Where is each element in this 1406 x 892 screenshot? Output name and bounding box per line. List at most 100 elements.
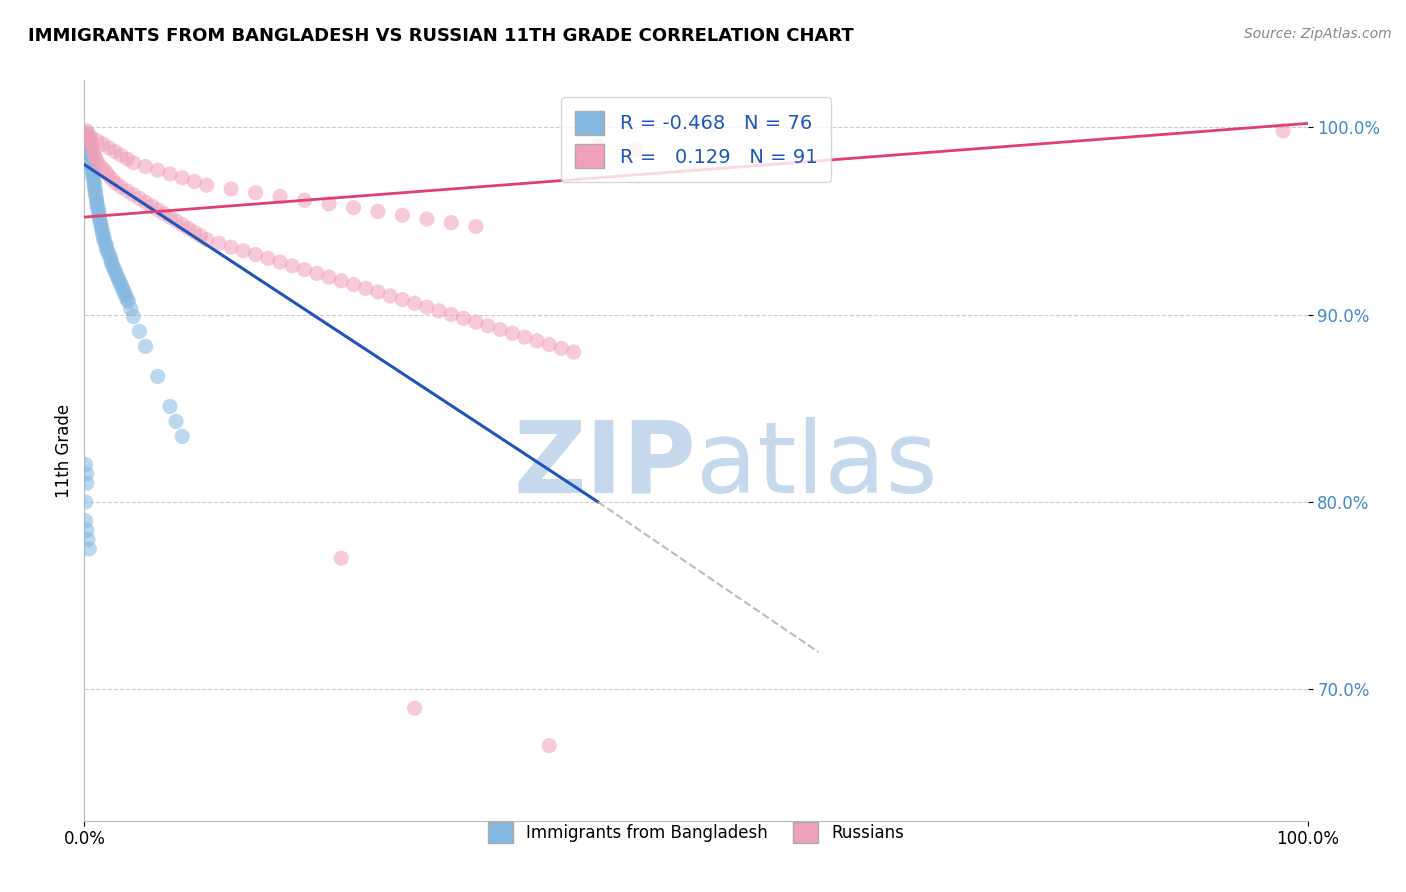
Point [354, 281, 377, 295]
Point [120, 301, 142, 316]
Point [159, 167, 181, 181]
Point [84, 182, 107, 196]
Text: IMMIGRANTS FROM BANGLADESH VS RUSSIAN 11TH GRADE CORRELATION CHART: IMMIGRANTS FROM BANGLADESH VS RUSSIAN 11… [28, 27, 853, 45]
Point [464, 315, 486, 329]
Point [93, 231, 115, 245]
Point [122, 310, 145, 324]
Point [489, 322, 512, 336]
Point [82, 170, 104, 185]
Point [103, 260, 125, 275]
Point [96, 165, 118, 179]
Point [305, 266, 328, 280]
Point [183, 174, 205, 188]
Point [75, 458, 97, 472]
Point [89, 214, 111, 228]
Y-axis label: 11th Grade: 11th Grade [55, 403, 73, 498]
Point [219, 240, 242, 254]
Point [135, 160, 157, 174]
Point [86, 191, 108, 205]
Point [404, 296, 426, 310]
Point [380, 289, 402, 303]
Point [84, 150, 107, 164]
Point [101, 172, 124, 186]
Point [86, 133, 108, 147]
Point [76, 523, 98, 537]
Point [330, 274, 353, 288]
Point [76, 467, 98, 481]
Point [83, 146, 105, 161]
Point [172, 218, 194, 232]
Point [77, 541, 100, 556]
Point [97, 169, 120, 183]
Point [96, 242, 118, 256]
Point [91, 227, 114, 241]
Point [453, 311, 475, 326]
Point [146, 163, 169, 178]
Point [82, 165, 104, 179]
Point [77, 131, 100, 145]
Point [477, 318, 499, 333]
Point [96, 238, 118, 252]
Point [77, 136, 100, 151]
Text: ZIP: ZIP [513, 417, 696, 514]
Point [172, 429, 194, 443]
Point [219, 182, 242, 196]
Text: atlas: atlas [696, 417, 938, 514]
Point [93, 233, 115, 247]
Point [232, 244, 254, 258]
Point [115, 293, 138, 307]
Point [87, 158, 110, 172]
Point [318, 197, 340, 211]
Point [91, 225, 114, 239]
Point [245, 247, 267, 261]
Point [416, 300, 439, 314]
Point [538, 337, 561, 351]
Point [107, 272, 129, 286]
Point [89, 216, 111, 230]
Point [110, 277, 132, 292]
Point [108, 276, 131, 290]
Point [100, 255, 122, 269]
Point [83, 174, 105, 188]
Point [90, 221, 112, 235]
Point [111, 281, 134, 295]
Point [135, 195, 157, 210]
Point [281, 259, 304, 273]
Point [112, 283, 135, 297]
Point [104, 145, 127, 159]
Point [110, 180, 132, 194]
Point [183, 225, 205, 239]
Point [104, 264, 127, 278]
Point [391, 293, 413, 307]
Point [77, 139, 100, 153]
Point [75, 495, 97, 509]
Point [84, 186, 107, 200]
Point [76, 124, 98, 138]
Point [105, 177, 128, 191]
Point [90, 219, 112, 234]
Point [100, 253, 122, 268]
Point [76, 476, 98, 491]
Point [342, 277, 364, 292]
Point [76, 126, 98, 140]
Point [77, 533, 100, 547]
Point [97, 141, 120, 155]
Point [77, 146, 100, 161]
Point [342, 201, 364, 215]
Point [624, 143, 647, 157]
Point [146, 369, 169, 384]
Point [1272, 124, 1295, 138]
Point [159, 400, 181, 414]
Point [172, 170, 194, 185]
Point [91, 161, 114, 176]
Point [294, 262, 316, 277]
Point [97, 244, 120, 258]
Point [86, 153, 108, 168]
Point [91, 136, 114, 151]
Point [77, 133, 100, 147]
Point [440, 308, 463, 322]
Point [115, 184, 138, 198]
Point [391, 208, 413, 222]
Point [87, 202, 110, 217]
Point [526, 334, 548, 348]
